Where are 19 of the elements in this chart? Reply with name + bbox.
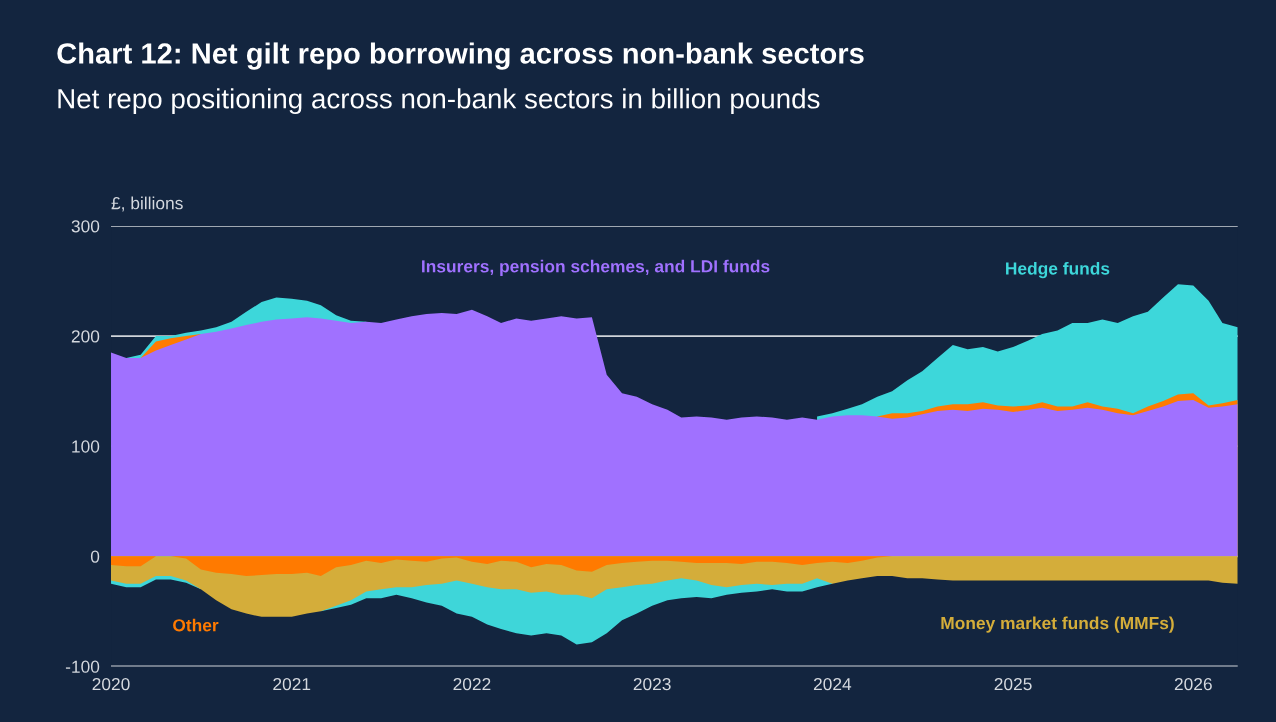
x-tick-label: 2021 xyxy=(273,677,311,691)
y-tick-label: 200 xyxy=(71,330,100,343)
text: Money market funds (MMFs) xyxy=(941,616,1174,633)
y-tick-label: -100 xyxy=(65,660,100,673)
text: Hedge funds xyxy=(1006,261,1110,279)
chart-subtitle: Net repo positioning across non-bank sectors in billion pounds xyxy=(58,88,820,115)
x-tick-label: 2023 xyxy=(633,677,671,691)
y-tick-label: 0 xyxy=(90,550,100,563)
chart-title: Chart 12: Net gilt repo borrowing across non-bank sectors xyxy=(57,42,864,70)
x-tick-label: 2024 xyxy=(813,677,852,691)
x-tick-label: 2020 xyxy=(92,677,130,691)
y-axis-title: £, billions xyxy=(111,196,183,212)
x-tick-label: 2026 xyxy=(1174,677,1212,691)
text: Other xyxy=(173,618,219,632)
y-tick-label: 300 xyxy=(71,220,100,233)
y-tick-label: 100 xyxy=(72,440,100,453)
x-tick-label: 2025 xyxy=(994,677,1032,691)
text: Insurers, pension schemes, and LDI funds xyxy=(422,259,770,276)
x-tick-label: 2022 xyxy=(453,677,491,691)
